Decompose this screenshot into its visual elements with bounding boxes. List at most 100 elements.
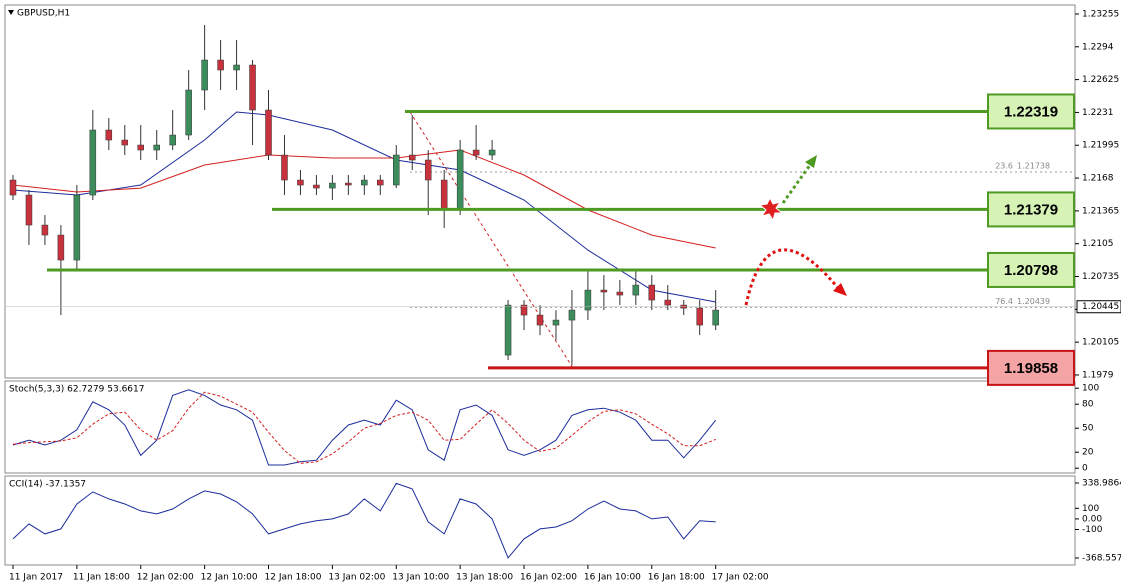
candle-body <box>25 194 33 226</box>
candle-body <box>73 194 81 261</box>
x-tick-label: 12 Jan 18:00 <box>265 573 322 583</box>
x-tick-label: 16 Jan 02:00 <box>520 573 577 583</box>
fib-level-price: 1.20439 <box>1017 297 1050 306</box>
candle-body <box>185 89 192 136</box>
down-arrow <box>744 248 840 306</box>
level-box <box>987 251 1075 288</box>
candle-body <box>377 179 384 186</box>
candle-body <box>233 64 240 71</box>
y-tick-label: 0.00 <box>1082 514 1102 524</box>
candle-body <box>9 179 17 196</box>
x-tick-label: 11 Jan 18:00 <box>73 573 130 583</box>
candle-body <box>648 284 656 301</box>
current-price-label: 1.20445 <box>1082 302 1119 312</box>
candle-body <box>105 129 113 141</box>
down-arrow-head <box>833 283 847 296</box>
x-tick-label: 16 Jan 10:00 <box>584 573 641 583</box>
up-arrow <box>781 164 812 204</box>
candle-body <box>217 59 224 71</box>
candle-body <box>313 184 320 189</box>
candle-body <box>57 234 65 261</box>
y-tick-label: 1.2105 <box>1082 239 1114 249</box>
y-tick-label: 0 <box>1082 464 1088 474</box>
candle-body <box>488 149 496 156</box>
candle-body <box>297 179 304 186</box>
fib-level-percent: 23.6 <box>995 162 1013 171</box>
y-tick-label: -100 <box>1082 525 1103 535</box>
marks: GBPUSD,H1 1.23255 1.2294 1.22625 1.2231 1.219… <box>5 9 1121 583</box>
level-label: 1.21379 <box>1004 201 1058 218</box>
y-tick-label: 1.21365 <box>1082 206 1119 216</box>
level-label: 1.22319 <box>1004 103 1058 120</box>
level-label: 1.20798 <box>1004 262 1058 279</box>
fib-trend-line <box>409 111 574 369</box>
candle-body <box>536 314 544 326</box>
y-tick-label: 100 <box>1082 384 1099 394</box>
x-tick-label: 17 Jan 02:00 <box>712 573 769 583</box>
x-tick-label: 13 Jan 02:00 <box>328 573 385 583</box>
candle-body <box>169 134 176 146</box>
candle-body <box>201 59 208 91</box>
cci-panel <box>4 475 1076 566</box>
panel-title: Stoch(5,3,3) 62.7279 53.6617 <box>9 385 144 395</box>
x-tick-label: 16 Jan 18:00 <box>648 573 705 583</box>
level-box <box>987 349 1075 386</box>
candle-body <box>552 319 560 326</box>
candle-body <box>408 154 416 161</box>
candle-body <box>712 309 719 326</box>
candle-body <box>153 144 160 151</box>
y-tick-label: 20 <box>1082 448 1094 458</box>
fib-level-price: 1.21738 <box>1017 162 1050 171</box>
x-tick-label: 12 Jan 02:00 <box>137 573 194 583</box>
y-tick-label: 1.21995 <box>1082 141 1119 151</box>
indicator-line <box>12 389 717 466</box>
candle-body <box>41 224 49 236</box>
menu-triangle <box>8 10 14 15</box>
y-tick-label: -368.5578 <box>1082 553 1121 563</box>
candle-body <box>600 289 608 293</box>
candle-body <box>632 284 640 296</box>
y-tick-label: 1.2168 <box>1082 174 1114 184</box>
candle-body <box>361 179 368 186</box>
candle-body <box>89 129 97 196</box>
candle-body <box>329 182 336 189</box>
candle-body <box>504 304 512 356</box>
fib-level-percent: 76.4 <box>995 297 1013 306</box>
candle-body <box>584 289 592 311</box>
candle-body <box>345 182 352 186</box>
y-tick-label: 80 <box>1082 400 1094 410</box>
indicator-line <box>12 482 716 559</box>
y-tick-label: 50 <box>1082 424 1094 434</box>
candle-body <box>281 154 288 181</box>
y-tick-label: 1.20735 <box>1082 272 1119 282</box>
y-tick-label: 1.2294 <box>1082 42 1114 52</box>
candle-body <box>664 299 672 306</box>
indicator-line <box>12 391 716 464</box>
candle-body <box>393 154 400 186</box>
y-tick-label: 1.20105 <box>1082 338 1119 348</box>
indicator-line <box>12 149 716 249</box>
candle-body <box>568 309 576 321</box>
x-tick-label: 12 Jan 10:00 <box>201 573 258 583</box>
level-box <box>987 191 1075 228</box>
panel-title: CCI(14) -37.1357 <box>9 480 86 490</box>
candle-body <box>440 179 448 211</box>
up-arrow-head <box>805 155 817 168</box>
candle-body <box>520 304 528 316</box>
y-tick-label: 100 <box>1082 504 1099 514</box>
level-box <box>987 93 1075 130</box>
level-label: 1.19858 <box>1004 360 1058 377</box>
indicator-line <box>12 111 716 303</box>
candle-body <box>137 144 144 151</box>
candle-body <box>121 139 129 146</box>
candle-body <box>472 149 480 156</box>
candle-body <box>456 149 464 211</box>
breakout-star <box>758 196 784 222</box>
y-tick-label: 338.9864 <box>1082 478 1121 488</box>
candle-body <box>249 64 256 111</box>
stoch-panel <box>4 380 1076 474</box>
candle-body <box>616 291 624 296</box>
